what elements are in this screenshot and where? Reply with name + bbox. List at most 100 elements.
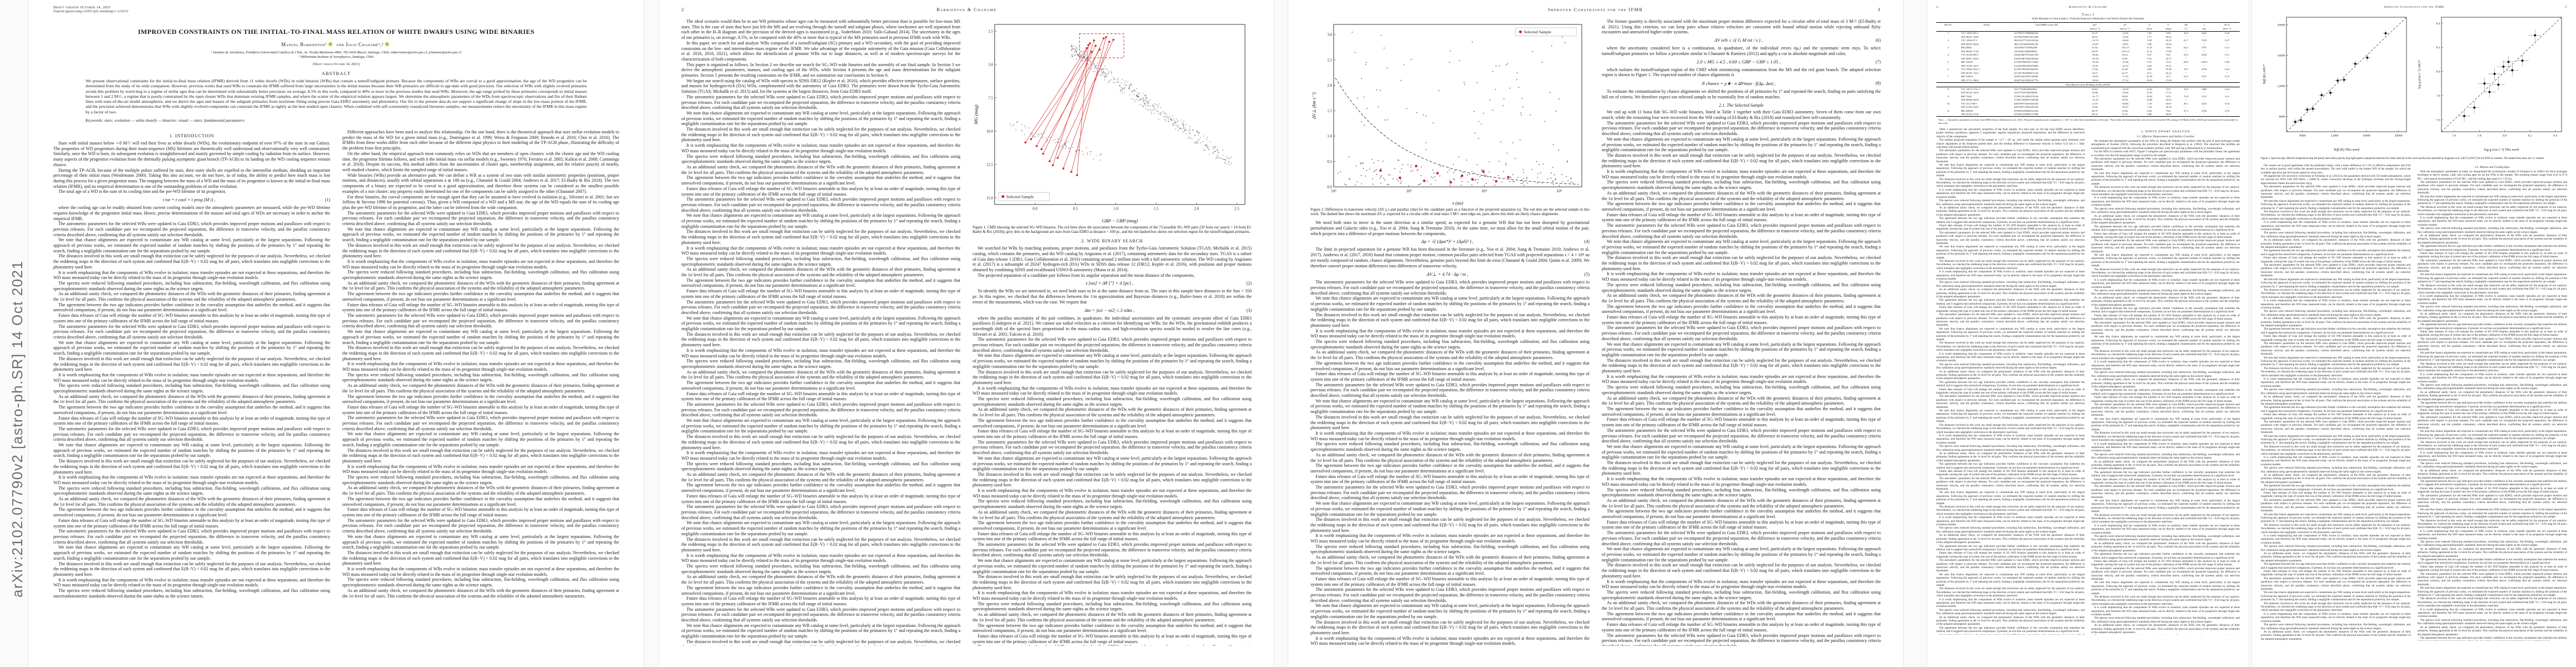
svg-text:8.0: 8.0 — [2437, 71, 2440, 74]
filler-paragraph: We note that chance alignments are expec… — [2261, 434, 2411, 445]
filler-paragraph: The agreement between the two age indica… — [681, 482, 960, 494]
table-row: 6 TYC 9002-1023-1 5212677830291844352 17.84… — [1947, 68, 2230, 71]
page1-column-right: Different approaches have been used to a… — [342, 130, 619, 598]
filler-paragraph: The spectra were reduced following stand… — [2417, 540, 2568, 547]
filler-paragraph: The agreement between the two age indica… — [2091, 470, 2240, 478]
filler-paragraph: As an additional sanity check, we compar… — [53, 496, 330, 507]
filler-paragraph: The spectra were reduced following stand… — [53, 383, 330, 394]
filler-paragraph: We note that chance alignments are expec… — [1936, 409, 2085, 424]
filler-paragraph: The spectra were reduced following stand… — [2417, 618, 2568, 626]
filler-paragraph: It is worth emphasizing that the compone… — [1602, 271, 1881, 282]
filler-paragraph: The agreement between the two age indica… — [681, 277, 960, 288]
filler-paragraph: We note that chance alignments are expec… — [1602, 444, 1881, 460]
svg-text:log g (cm s⁻²) AN17: log g (cm s⁻²) AN17 — [2418, 59, 2421, 88]
table-row: 7 HD 155614 4330754219597140992 −29.91 −77.4… — [1947, 75, 2230, 78]
filler-paragraph: The astrometric parameters for the selec… — [2261, 420, 2411, 435]
filler-paragraph: We note that chance alignments are expec… — [342, 329, 619, 345]
filler-paragraph: The spectra were reduced following stand… — [1936, 281, 2085, 288]
filler-paragraph: The agreement between the two age indica… — [1936, 217, 2085, 224]
filler-paragraph: As an additional sanity check, we compar… — [1602, 395, 1881, 406]
filler-paragraph: The agreement between the two age indica… — [2418, 636, 2568, 641]
table-row: WD J0836+0256 5728517608597340928 −41.52 58… — [1961, 98, 2229, 102]
filler-paragraph: We note that chance alignments are expec… — [681, 315, 960, 332]
filler-paragraph: As an additional sanity check, we compar… — [2417, 312, 2568, 323]
filler-paragraph: The astrometric parameters for the selec… — [1602, 427, 1881, 444]
filler-paragraph: The distances involved in this work are … — [2417, 597, 2568, 608]
filler-paragraph: The distances involved in this work are … — [2417, 205, 2568, 216]
page-number: 2 — [681, 7, 685, 12]
page-2: 2 Barrientos & Chanamé The ideal scenari… — [659, 0, 1274, 667]
page5-column-left: Our results are in good agreement with t… — [2261, 164, 2411, 641]
paragraph: Table 1 summarizes the astrometric prope… — [1936, 127, 2085, 138]
running-head-page2: 2 Barrientos & Chanamé — [681, 7, 1252, 12]
filler-paragraph: We note that chance alignments are expec… — [1602, 546, 1881, 563]
paragraph: We applied the 3D convective corrections… — [2261, 174, 2411, 185]
filler-paragraph: The agreement between the two age indica… — [2417, 323, 2568, 330]
filler-paragraph: The spectra were reduced following stand… — [681, 359, 960, 369]
paragraph: The projected separation of a candidate … — [978, 272, 1195, 278]
filler-paragraph: The agreement between the two age indica… — [1602, 611, 1881, 622]
filler-paragraph: The agreement between the two age indica… — [2091, 552, 2240, 560]
filler-paragraph: The agreement between the two age indica… — [1936, 462, 2085, 470]
svg-text:16000: 16000 — [2363, 135, 2370, 138]
filler-paragraph: The distances involved in this work are … — [2261, 523, 2411, 534]
filler-paragraph: The spectra were reduced following stand… — [2091, 616, 2240, 624]
filler-paragraph: The spectra were reduced following stand… — [973, 499, 1252, 510]
svg-text:MG (mag): MG (mag) — [973, 104, 979, 125]
filler-paragraph: The agreement between the two age indica… — [973, 623, 1252, 634]
filler-paragraph: As an additional sanity check, we compar… — [1602, 293, 1881, 303]
orcid-icon — [385, 42, 389, 46]
page5-body: Our results are in good agreement with t… — [2261, 164, 2567, 641]
filler-paragraph: The astrometric parameters for the selec… — [1936, 476, 2085, 491]
filler-paragraph: The spectra were reduced following stand… — [2261, 231, 2411, 238]
filler-paragraph: The distances involved in this work are … — [1936, 177, 2085, 188]
running-head-authors: Barrientos & Chanamé — [2069, 6, 2107, 9]
filler-paragraph: The distances involved in this work are … — [1936, 423, 2085, 434]
filler-paragraph: The spectra were reduced following stand… — [2417, 227, 2568, 234]
filler-paragraph: As an additional sanity check, we compar… — [2261, 317, 2411, 327]
filler-paragraph: It is worth emphasizing that the compone… — [2091, 360, 2240, 371]
abstract-heading: ABSTRACT — [321, 71, 351, 76]
filler-paragraph: The astrometric parameters for the selec… — [973, 337, 1252, 353]
filler-paragraph: It is worth emphasizing that the compone… — [2261, 456, 2411, 466]
filler-paragraph: The astrometric parameters for the selec… — [2091, 403, 2240, 417]
page3-column-left: 10² 10³ 10⁴ 10⁵ 0.0 0.5 1.0 1.5 2.0 2.5 3.0 s (au) Δ… — [1311, 19, 1590, 646]
table-group-row: Wide Binaries from El-Badry & Rix (2018)… — [1936, 82, 2240, 88]
filler-paragraph: The distances involved in this work are … — [973, 369, 1252, 385]
svg-text:10.0: 10.0 — [986, 129, 994, 133]
table-row: WD J0432+1745 145234813468948992 60.55 −101… — [1961, 49, 2229, 53]
filler-paragraph: It is worth emphasizing that the compone… — [53, 475, 330, 485]
filler-paragraph: The astrometric parameters for the selec… — [2417, 337, 2568, 352]
svg-text:2.5: 2.5 — [1234, 206, 1239, 211]
filler-paragraph: As an additional sanity check, we compar… — [2091, 296, 2240, 307]
filler-paragraph: It is worth emphasizing that the compone… — [1936, 434, 2085, 445]
filler-paragraph: The astrometric parameters for the selec… — [681, 401, 960, 418]
filler-paragraph: It is worth emphasizing that the compone… — [2261, 377, 2411, 388]
paragraph: Different approaches have been used to a… — [342, 130, 619, 151]
filler-paragraph: The astrometric parameters for the selec… — [2417, 494, 2568, 508]
filler-paragraph: As an additional sanity check, we compar… — [2091, 460, 2240, 471]
svg-text:GBP − GRP (mag): GBP − GRP (mag) — [1102, 218, 1138, 223]
svg-text:8.4: 8.4 — [2553, 135, 2557, 138]
filler-paragraph: The astrometric parameters for the selec… — [2261, 263, 2411, 278]
filler-paragraph: We note that chance alignments are expec… — [1936, 245, 2085, 260]
paragraph: To identify the WBs we are interested in… — [973, 288, 1252, 305]
paragraph: Wide binaries (WBs) provide an alternati… — [342, 172, 619, 194]
paragraph: The total age of a WD is the sum of its … — [58, 189, 226, 195]
filler-paragraph: We note that chance alignments are expec… — [2091, 499, 2240, 514]
filler-paragraph: The spectra were reduced following stand… — [1936, 445, 2085, 452]
filler-paragraph: The distances involved in this work are … — [342, 345, 619, 361]
filler-paragraph: The spectra were reduced following stand… — [2091, 452, 2240, 460]
table-row: WD J2103−2756 6795564192085127808 69.12 15.… — [1961, 112, 2229, 116]
filler-paragraph: It is worth emphasizing that the compone… — [1602, 579, 1881, 590]
filler-paragraph: We note that chance alignments are expec… — [1602, 341, 1881, 357]
filler-paragraph: As an additional sanity check, we compar… — [1311, 555, 1590, 565]
filler-paragraph: The agreement between the two age indica… — [1602, 509, 1881, 520]
filler-paragraph: The agreement between the two age indica… — [2261, 327, 2411, 335]
svg-text:8000: 8000 — [2299, 135, 2305, 138]
filler-paragraph: The astrometric parameters for the selec… — [2091, 157, 2240, 172]
filler-paragraph: The spectra were reduced following stand… — [1311, 441, 1590, 452]
filler-paragraph: The distances involved in this work are … — [1602, 357, 1881, 374]
filler-paragraph: As an additional sanity check, we compar… — [2417, 469, 2568, 480]
affiliation-1: ¹ Instituto de Astrofísica, Pontificia U… — [211, 51, 462, 54]
